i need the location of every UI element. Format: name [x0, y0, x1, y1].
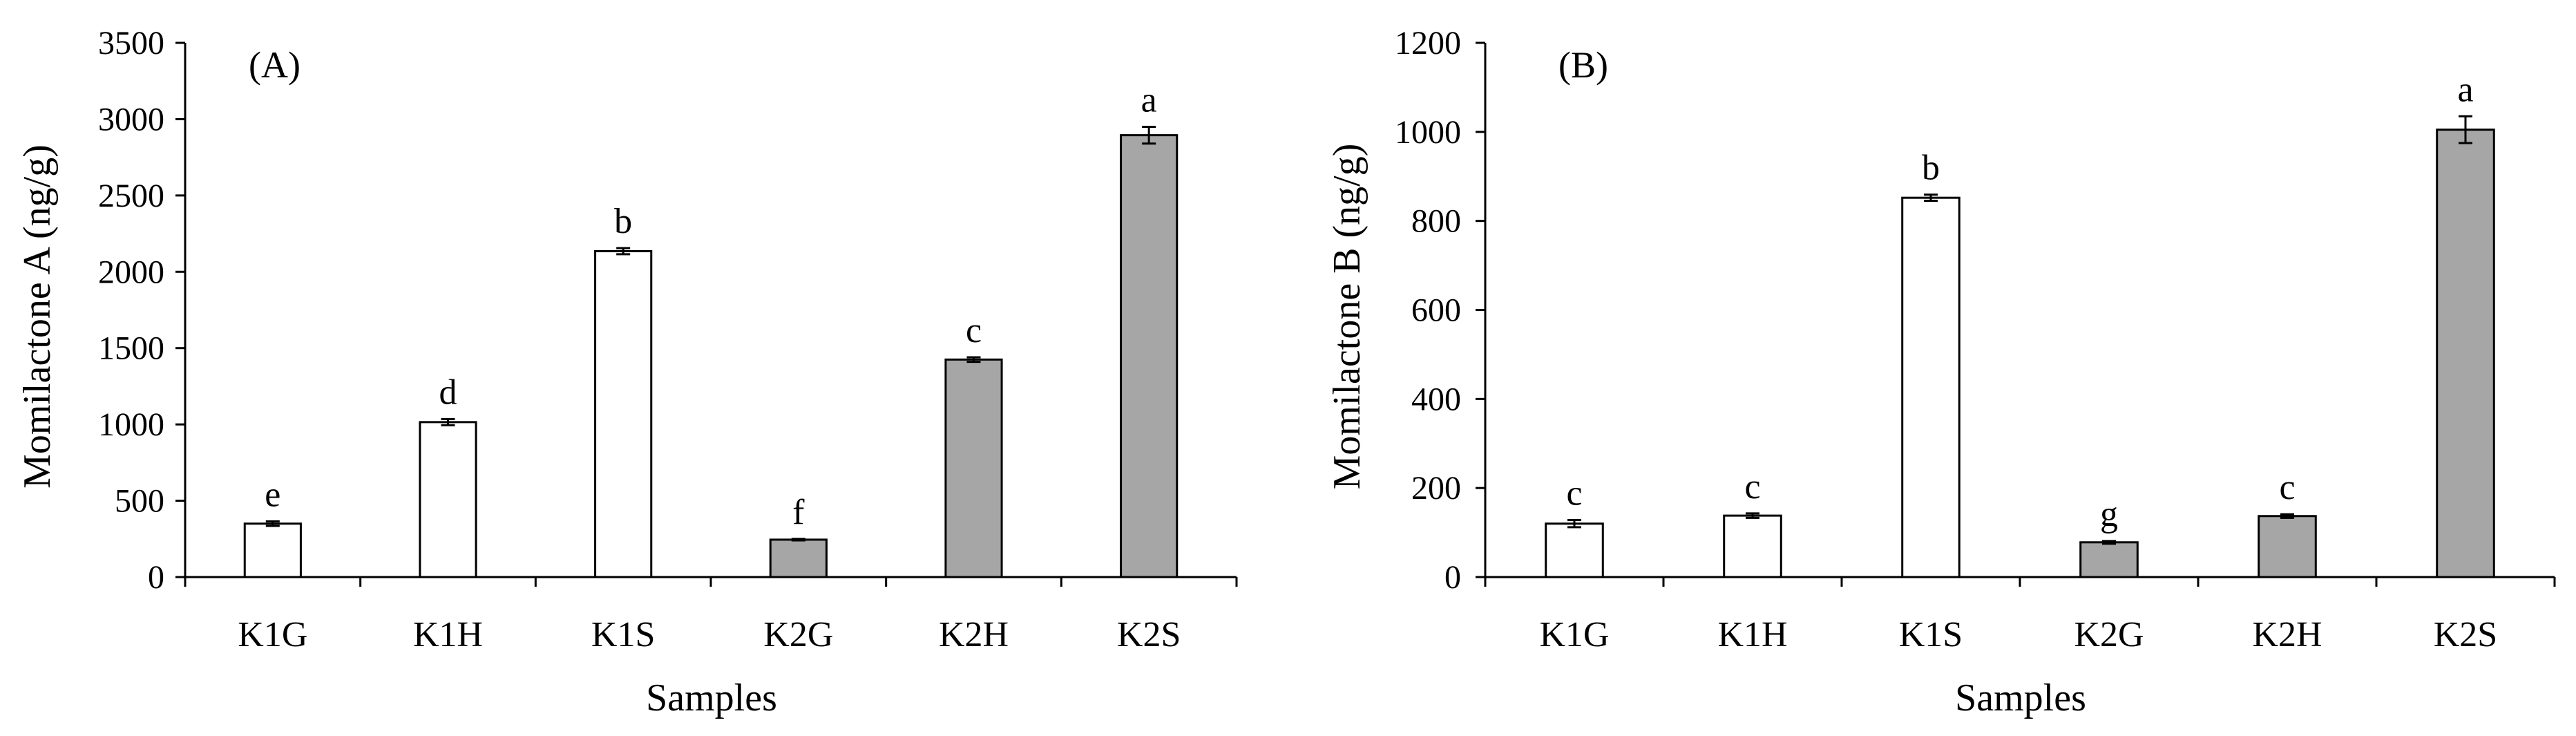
category-label: K1S	[1899, 615, 1963, 654]
y-tick-label: 200	[1411, 470, 1461, 507]
y-tick-label: 3500	[98, 25, 164, 62]
y-tick-label: 400	[1411, 381, 1461, 417]
category-label: K2S	[1117, 615, 1181, 654]
bar-k1s	[1901, 196, 1960, 578]
category-label: K1G	[238, 615, 307, 654]
significance-letter: b	[614, 202, 632, 241]
y-tick-label: 3000	[98, 101, 164, 138]
bar-k1g	[243, 522, 302, 578]
bar-k2s	[1120, 134, 1179, 578]
bar-k1g	[1545, 522, 1604, 578]
panel-a: (A) Momilactone A (ng/g) Samples 0 500 100…	[16, 25, 1238, 719]
category-label: K1H	[413, 615, 483, 654]
y-tick-label: 0	[1444, 559, 1461, 596]
y-axis-title-a: Momilactone A (ng/g)	[16, 144, 59, 489]
bar-k1h	[1723, 514, 1782, 578]
y-tick-label: 1000	[98, 406, 164, 443]
category-label: K2S	[2434, 615, 2497, 654]
significance-letter: a	[2457, 70, 2473, 109]
significance-letter: b	[1922, 149, 1940, 188]
bar-k2g	[769, 538, 828, 578]
significance-letter: f	[792, 493, 805, 532]
category-label: K2G	[2074, 615, 2144, 654]
category-label: K2H	[939, 615, 1009, 654]
significance-letter: c	[1744, 467, 1760, 507]
bar-k2g	[2079, 541, 2139, 578]
panel-label-b: (B)	[1558, 44, 1608, 86]
significance-letter: g	[2100, 495, 2118, 534]
bar-k2h	[2258, 515, 2317, 578]
y-tick-label: 1200	[1395, 25, 1461, 62]
significance-letter: c	[1566, 474, 1582, 513]
bar-k2h	[944, 358, 1003, 578]
y-tick-label: 1500	[98, 330, 164, 367]
category-label: K2H	[2252, 615, 2322, 654]
y-axis-title-b: Momilactone B (ng/g)	[1326, 144, 1368, 490]
category-label: K1G	[1539, 615, 1609, 654]
significance-letter: a	[1141, 80, 1157, 120]
y-tick-label: 2500	[98, 178, 164, 214]
y-tick-label: 800	[1411, 203, 1461, 240]
significance-letter: c	[2279, 468, 2295, 507]
significance-letter: e	[265, 475, 280, 514]
x-axis-title-a: Samples	[646, 677, 777, 719]
bar-k2s	[2436, 129, 2495, 578]
bar-k1s	[594, 249, 653, 578]
x-axis-title-b: Samples	[1955, 677, 2086, 719]
category-label: K1S	[591, 615, 655, 654]
significance-letter: c	[966, 311, 982, 350]
y-tick-label: 1000	[1395, 114, 1461, 151]
y-tick-label: 0	[148, 559, 164, 596]
significance-letter: d	[439, 372, 457, 412]
category-label: K1H	[1717, 615, 1787, 654]
y-tick-label: 2000	[98, 254, 164, 290]
y-tick-label: 600	[1411, 292, 1461, 329]
bar-k1h	[419, 421, 477, 578]
y-tick-label: 500	[115, 483, 164, 520]
panel-label-a: (A)	[249, 44, 300, 86]
category-label: K2G	[763, 615, 833, 654]
panel-b: (B) Momilactone B (ng/g) Samples 0 200 400…	[1326, 25, 2556, 719]
